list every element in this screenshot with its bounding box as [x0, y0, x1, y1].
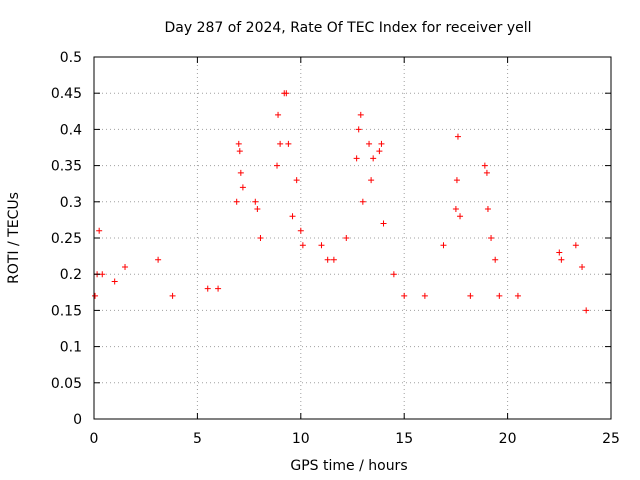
data-point: [277, 140, 284, 147]
data-point: [324, 256, 331, 263]
data-point: [239, 184, 246, 191]
data-point: [283, 90, 290, 97]
y-axis-label: ROTI / TECUs: [6, 192, 22, 284]
data-point: [481, 162, 488, 169]
data-point: [380, 220, 387, 227]
y-tick-label: 0.3: [60, 195, 82, 211]
data-point: [488, 235, 495, 241]
y-tick-label: 0.05: [51, 376, 82, 392]
data-point: [579, 263, 586, 270]
data-point: [204, 285, 211, 292]
data-point: [492, 256, 499, 263]
data-point: [378, 140, 385, 147]
x-axis-label: GPS time / hours: [290, 458, 407, 474]
data-point: [235, 140, 242, 147]
y-tick-label: 0.2: [60, 267, 82, 283]
data-point: [236, 148, 243, 155]
data-point: [274, 162, 281, 169]
data-point: [92, 292, 99, 299]
data-point: [457, 213, 464, 220]
data-point: [558, 256, 565, 263]
y-tick-label: 0.35: [51, 159, 82, 175]
data-point: [366, 140, 373, 147]
chart-title: Day 287 of 2024, Rate Of TEC Index for r…: [164, 20, 531, 36]
x-tick-label: 5: [193, 431, 202, 447]
data-point: [96, 227, 103, 234]
data-point: [421, 292, 428, 299]
data-point: [299, 242, 306, 249]
data-point: [440, 242, 447, 249]
y-tick-label: 0.45: [51, 86, 82, 102]
data-point: [275, 111, 282, 118]
data-point: [390, 271, 397, 278]
data-point: [99, 271, 106, 278]
data-point: [453, 177, 460, 184]
data-point: [353, 155, 360, 162]
y-tick-label: 0.4: [60, 122, 82, 138]
data-points: [92, 90, 590, 314]
data-point: [514, 292, 521, 299]
data-point: [155, 256, 162, 263]
data-point: [330, 256, 337, 263]
data-point: [254, 206, 261, 213]
data-point: [122, 263, 129, 270]
data-point: [289, 213, 296, 220]
data-point: [355, 126, 362, 133]
y-tick-label: 0.15: [51, 303, 82, 319]
x-tick-label: 20: [499, 431, 517, 447]
data-point: [370, 155, 377, 162]
data-point: [293, 177, 300, 184]
data-point: [556, 249, 563, 256]
data-point: [233, 198, 240, 205]
x-tick-label: 25: [602, 431, 620, 447]
data-point: [318, 242, 325, 249]
data-point: [467, 292, 474, 299]
grid-lines: [94, 57, 611, 419]
data-point: [484, 206, 491, 213]
y-tick-label: 0.25: [51, 231, 82, 247]
x-tick-label: 0: [90, 431, 99, 447]
data-point: [169, 292, 176, 299]
data-point: [343, 235, 350, 241]
data-point: [297, 227, 304, 234]
plot-frame: [93, 56, 612, 420]
data-point: [496, 292, 503, 299]
axis-ticks: 0 5 10 15 20 25 0 0.05 0.1 0.15 0.2 0.25 0.3 0.35 0.4 0…: [51, 50, 620, 447]
data-point: [215, 285, 222, 292]
data-point: [285, 140, 292, 147]
data-point: [357, 111, 364, 118]
data-point: [376, 148, 383, 155]
y-tick-label: 0.5: [60, 50, 82, 66]
data-point: [252, 198, 259, 205]
data-point: [452, 206, 459, 213]
data-point: [483, 169, 490, 176]
data-point: [237, 169, 244, 176]
data-point: [111, 278, 118, 285]
data-point: [572, 242, 579, 249]
x-tick-label: 15: [395, 431, 413, 447]
data-point: [359, 198, 366, 205]
y-tick-label: 0.1: [60, 340, 82, 356]
y-tick-label: 0: [73, 412, 82, 428]
x-tick-label: 10: [292, 431, 310, 447]
data-point: [583, 307, 590, 314]
data-point: [454, 133, 461, 140]
data-point: [401, 292, 408, 299]
data-point: [368, 177, 375, 184]
data-point: [257, 235, 264, 241]
